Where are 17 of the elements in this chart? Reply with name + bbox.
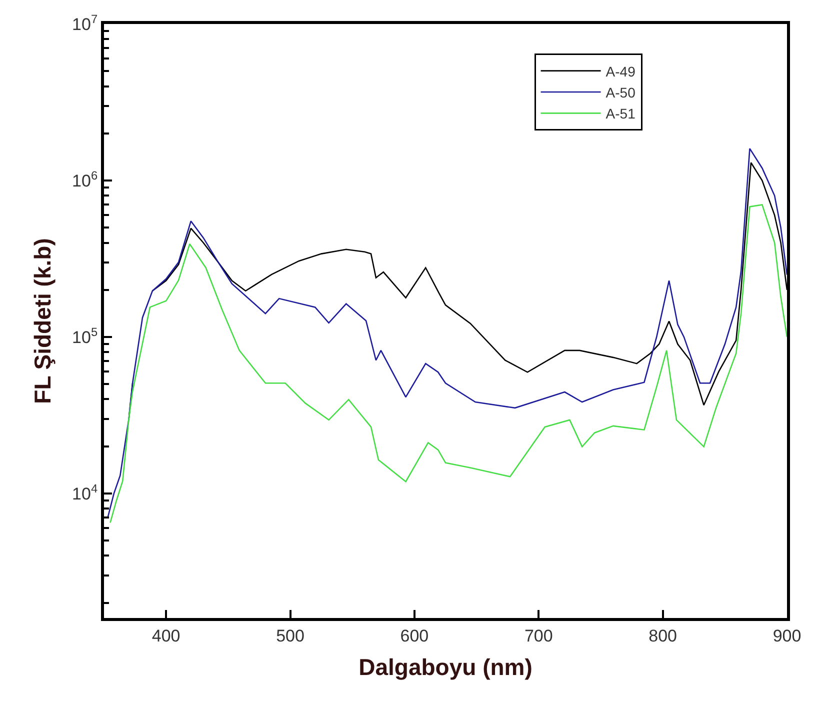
legend-label: A-49 xyxy=(606,63,636,80)
line-series xyxy=(107,148,787,518)
y-tick-label: 10$^{5}$ xyxy=(72,324,98,347)
x-tick-label: 900 xyxy=(772,626,802,646)
y-axis-title: FL Şiddeti (k.b) xyxy=(30,238,56,404)
x-tick-label: 700 xyxy=(524,626,553,646)
line-series xyxy=(110,204,787,524)
x-tick-label: 800 xyxy=(648,626,678,646)
legend-label: A-51 xyxy=(606,106,636,122)
x-axis-title: Dalgaboyu (nm) xyxy=(358,654,532,680)
y-tick-label: 10$^{7}$ xyxy=(72,12,98,34)
legend-label: A-50 xyxy=(606,84,636,100)
y-tick-label: 10$^{4}$ xyxy=(72,481,98,504)
x-tick-label: 600 xyxy=(400,626,429,646)
y-tick-label: 10$^{6}$ xyxy=(72,168,98,190)
x-tick-label: 500 xyxy=(276,626,304,646)
x-tick-label: 400 xyxy=(152,626,180,646)
